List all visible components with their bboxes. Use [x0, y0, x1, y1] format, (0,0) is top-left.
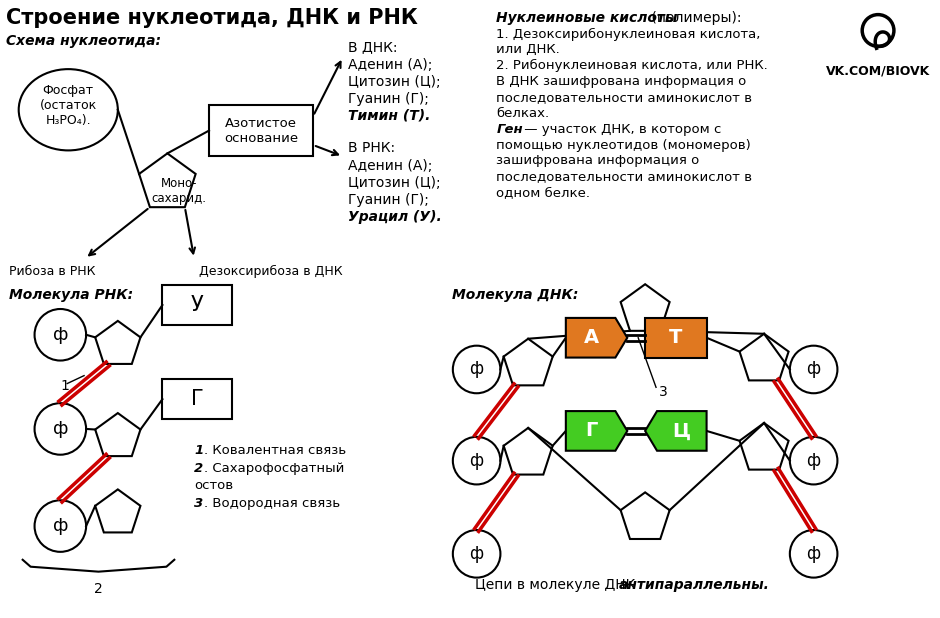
Text: В РНК:: В РНК: [348, 142, 395, 156]
Text: Цитозин (Ц);: Цитозин (Ц); [348, 176, 441, 190]
Text: Аденин (А);: Аденин (А); [348, 159, 432, 173]
Text: Г: Г [191, 389, 203, 409]
Text: (полимеры):: (полимеры): [647, 11, 742, 25]
Text: остов: остов [195, 480, 233, 493]
Text: ф: ф [53, 420, 68, 438]
Text: одном белке.: одном белке. [496, 186, 590, 199]
Text: Цепи в молекуле ДНК: Цепи в молекуле ДНК [475, 578, 639, 591]
Text: Строение нуклеотида, ДНК и РНК: Строение нуклеотида, ДНК и РНК [6, 7, 417, 28]
Text: или ДНК.: или ДНК. [496, 43, 560, 56]
Text: Молекула РНК:: Молекула РНК: [8, 288, 133, 302]
Text: У: У [191, 295, 203, 315]
Text: 2: 2 [94, 582, 102, 596]
Text: Тимин (Т).: Тимин (Т). [348, 109, 431, 123]
Polygon shape [566, 411, 627, 451]
Text: Ц: Ц [672, 421, 690, 441]
Text: . Ковалентная связь: . Ковалентная связь [204, 444, 346, 457]
Text: ф: ф [807, 545, 821, 563]
Text: Фосфат
(остаток
Н₃РО₄).: Фосфат (остаток Н₃РО₄). [39, 84, 97, 127]
Text: последовательности аминокислот в: последовательности аминокислот в [496, 170, 752, 183]
Text: В ДНК:: В ДНК: [348, 40, 398, 54]
Text: 2. Рибонуклеиновая кислота, или РНК.: 2. Рибонуклеиновая кислота, или РНК. [496, 59, 768, 72]
Text: ф: ф [53, 326, 68, 344]
Text: Молекула ДНК:: Молекула ДНК: [452, 288, 578, 302]
Text: Г: Г [586, 421, 598, 441]
Text: Ген: Ген [496, 122, 523, 136]
Text: ф: ф [470, 545, 484, 563]
Text: зашифрована информация о: зашифрована информация о [496, 154, 699, 167]
Text: ф: ф [807, 360, 821, 378]
Text: антипараллельны.: антипараллельны. [619, 578, 769, 591]
Bar [209, 105, 313, 156]
Text: . Сахарофосфатный: . Сахарофосфатный [204, 462, 344, 475]
Polygon shape [566, 318, 627, 358]
Text: 2: 2 [195, 462, 203, 475]
Text: 1: 1 [61, 379, 70, 392]
Text: Дезоксирибоза в ДНК: Дезоксирибоза в ДНК [199, 265, 343, 279]
Text: А: А [584, 328, 599, 347]
Text: . Водородная связь: . Водородная связь [204, 497, 340, 510]
Text: Азотистое
основание: Азотистое основание [224, 117, 298, 145]
Text: Т: Т [669, 328, 682, 347]
Text: Гуанин (Г);: Гуанин (Г); [348, 92, 429, 106]
Text: Гуанин (Г);: Гуанин (Г); [348, 193, 429, 207]
Text: В ДНК зашифрована информация о: В ДНК зашифрована информация о [496, 75, 746, 88]
Text: 3: 3 [659, 385, 667, 399]
Text: белках.: белках. [496, 107, 550, 120]
Text: Нуклеиновые кислоты: Нуклеиновые кислоты [496, 11, 678, 25]
Bar [645, 318, 707, 358]
Text: ф: ф [807, 452, 821, 470]
Text: 3: 3 [195, 497, 203, 510]
Bar [163, 286, 232, 325]
Text: VK.COM/BIOVK: VK.COM/BIOVK [826, 64, 931, 77]
Text: — участок ДНК, в котором с: — участок ДНК, в котором с [520, 122, 722, 136]
Text: Рибоза в РНК: Рибоза в РНК [9, 265, 96, 278]
Text: Моно-
сахарид.: Моно- сахарид. [151, 177, 207, 205]
Text: Цитозин (Ц);: Цитозин (Ц); [348, 75, 441, 89]
Text: Аденин (А);: Аденин (А); [348, 58, 432, 72]
Text: Урацил (У).: Урацил (У). [348, 210, 442, 224]
Text: Схема нуклеотида:: Схема нуклеотида: [6, 35, 161, 48]
Text: помощью нуклеотидов (мономеров): помощью нуклеотидов (мономеров) [496, 138, 751, 151]
Text: ф: ф [53, 517, 68, 535]
Text: последовательности аминокислот в: последовательности аминокислот в [496, 91, 752, 104]
Text: ф: ф [470, 360, 484, 378]
Bar [163, 379, 232, 419]
Text: 1. Дезоксирибонуклеиновая кислота,: 1. Дезоксирибонуклеиновая кислота, [496, 28, 760, 41]
Polygon shape [645, 411, 707, 451]
Text: ф: ф [470, 452, 484, 470]
Text: 1: 1 [195, 444, 203, 457]
